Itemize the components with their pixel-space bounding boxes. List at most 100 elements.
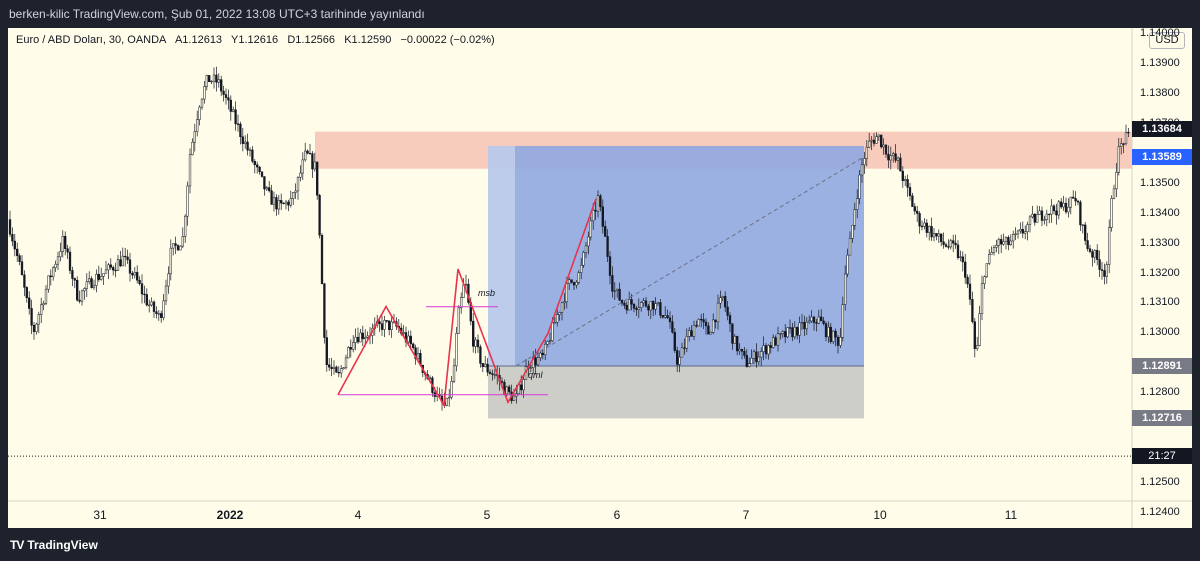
candle-body bbox=[536, 357, 540, 366]
candle-body bbox=[769, 345, 772, 348]
candle-body bbox=[966, 277, 969, 285]
tradingview-logo[interactable]: TV TradingView bbox=[10, 538, 98, 552]
candle-body bbox=[246, 141, 249, 151]
candle-body bbox=[812, 316, 816, 323]
candle-body bbox=[589, 220, 592, 238]
candle-body bbox=[637, 307, 640, 310]
candle-body bbox=[863, 158, 866, 166]
price-tick-label: 1.12400 bbox=[1140, 506, 1180, 519]
candle-body bbox=[712, 319, 715, 333]
candle-body bbox=[731, 323, 734, 344]
candle-body bbox=[1000, 239, 1003, 245]
candle-body bbox=[100, 276, 103, 280]
candle-body bbox=[985, 263, 988, 278]
candle-body bbox=[887, 153, 890, 161]
candle-body bbox=[364, 337, 367, 340]
candle-body bbox=[241, 136, 244, 144]
publish-header: berken-kilic TradingView.com, Şub 01, 20… bbox=[0, 0, 1200, 28]
candle-body bbox=[580, 264, 583, 273]
candle-body bbox=[1072, 196, 1075, 199]
candle-body bbox=[875, 136, 878, 144]
candle-body bbox=[685, 336, 688, 349]
candle-body bbox=[78, 299, 81, 302]
candle-body bbox=[107, 264, 110, 271]
candle-body bbox=[83, 288, 86, 292]
candle-body bbox=[1050, 205, 1053, 215]
candle-body bbox=[570, 279, 573, 283]
candle-body bbox=[618, 288, 621, 301]
candle-body bbox=[121, 255, 124, 267]
candle-body bbox=[18, 255, 21, 262]
candle-body bbox=[1064, 202, 1068, 213]
candle-body bbox=[95, 273, 98, 286]
candle-body bbox=[349, 347, 352, 350]
candle-body bbox=[716, 302, 720, 323]
candle-body bbox=[227, 97, 230, 101]
candle-body bbox=[44, 288, 48, 304]
candle-body bbox=[1028, 216, 1032, 225]
candle-body bbox=[918, 213, 921, 227]
candle-body bbox=[584, 245, 588, 253]
zigzag-pattern-line bbox=[337, 198, 597, 408]
candle-body bbox=[844, 273, 847, 305]
candle-body bbox=[282, 202, 285, 205]
candle-body bbox=[767, 345, 770, 355]
candle-body bbox=[1024, 231, 1027, 234]
candle-body bbox=[1014, 233, 1017, 235]
candle-body bbox=[140, 283, 144, 295]
candle-body bbox=[181, 236, 184, 247]
candle-body bbox=[788, 327, 792, 329]
candle-body bbox=[980, 283, 984, 314]
time-tick-label: 10 bbox=[873, 508, 887, 522]
candle-body bbox=[1067, 206, 1070, 213]
candle-body bbox=[126, 256, 129, 261]
candle-body bbox=[378, 321, 381, 324]
price-chart[interactable] bbox=[8, 28, 1192, 528]
candle-body bbox=[774, 337, 777, 346]
candle-body bbox=[760, 351, 763, 358]
candle-body bbox=[709, 332, 712, 335]
candle-body bbox=[976, 345, 979, 349]
candle-body bbox=[810, 316, 813, 322]
candle-body bbox=[644, 300, 648, 307]
candle-body bbox=[263, 176, 266, 190]
candle-body bbox=[455, 333, 458, 367]
candle-body bbox=[721, 296, 724, 298]
candle-body bbox=[620, 299, 624, 304]
candle-body bbox=[839, 337, 842, 346]
candle-body bbox=[988, 254, 991, 264]
candle-body bbox=[779, 333, 782, 335]
legend-open: A1.12613 bbox=[174, 34, 223, 46]
candle-body bbox=[448, 396, 451, 399]
candle-body bbox=[148, 304, 151, 307]
candle-body bbox=[892, 153, 895, 156]
candle-body bbox=[745, 355, 748, 367]
currency-button[interactable]: USD bbox=[1149, 32, 1185, 49]
candle-body bbox=[308, 152, 312, 155]
candle-body bbox=[472, 320, 475, 347]
chart-area[interactable]: Euro / ABD Doları, 30, OANDA A1.12613 Y1… bbox=[8, 27, 1192, 528]
candle-body bbox=[596, 195, 600, 212]
candle-body bbox=[342, 367, 345, 370]
candle-body bbox=[889, 155, 892, 161]
candle-body bbox=[680, 347, 684, 358]
candle-body bbox=[1110, 198, 1113, 228]
candle-body bbox=[256, 164, 259, 168]
time-tick-label: 4 bbox=[354, 508, 362, 522]
candle-body bbox=[85, 281, 88, 289]
candle-body bbox=[488, 371, 492, 374]
candle-body bbox=[188, 154, 192, 187]
candle-body bbox=[853, 209, 856, 226]
time-tick-label: 6 bbox=[613, 508, 621, 522]
candle-body bbox=[20, 261, 24, 276]
candle-body bbox=[481, 363, 484, 367]
candle-body bbox=[872, 139, 876, 144]
candle-body bbox=[673, 332, 676, 351]
candle-body bbox=[750, 358, 753, 365]
candle-body bbox=[1004, 237, 1008, 242]
candle-body bbox=[1043, 219, 1046, 221]
target-projection-line bbox=[515, 156, 865, 367]
candle-body bbox=[1012, 234, 1015, 242]
candle-body bbox=[829, 326, 832, 342]
candle-body bbox=[858, 174, 861, 199]
